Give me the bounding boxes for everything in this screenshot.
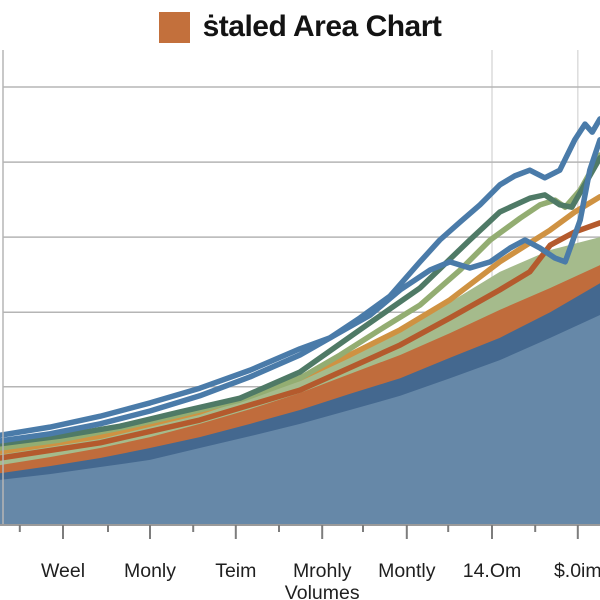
x-axis-label: Mrohly Volumes bbox=[285, 560, 360, 600]
x-axis-label: Teim bbox=[215, 560, 256, 582]
x-axis-label: Monly bbox=[124, 560, 176, 582]
x-axis-label: $.0im bbox=[554, 560, 600, 582]
x-axis-label: Weel bbox=[41, 560, 85, 582]
chart-header: ṡtaled Area Chart bbox=[0, 4, 600, 50]
x-axis-label: Montly bbox=[378, 560, 436, 582]
legend-swatch bbox=[158, 11, 190, 43]
blue-line-1 bbox=[0, 137, 600, 444]
x-axis-label: 14.Om bbox=[463, 560, 522, 582]
teal-line bbox=[0, 155, 600, 447]
blue-line-2 bbox=[0, 116, 600, 438]
rust-line bbox=[0, 220, 600, 461]
blue-area bbox=[0, 315, 600, 525]
chart-title: ṡtaled Area Chart bbox=[202, 10, 442, 43]
